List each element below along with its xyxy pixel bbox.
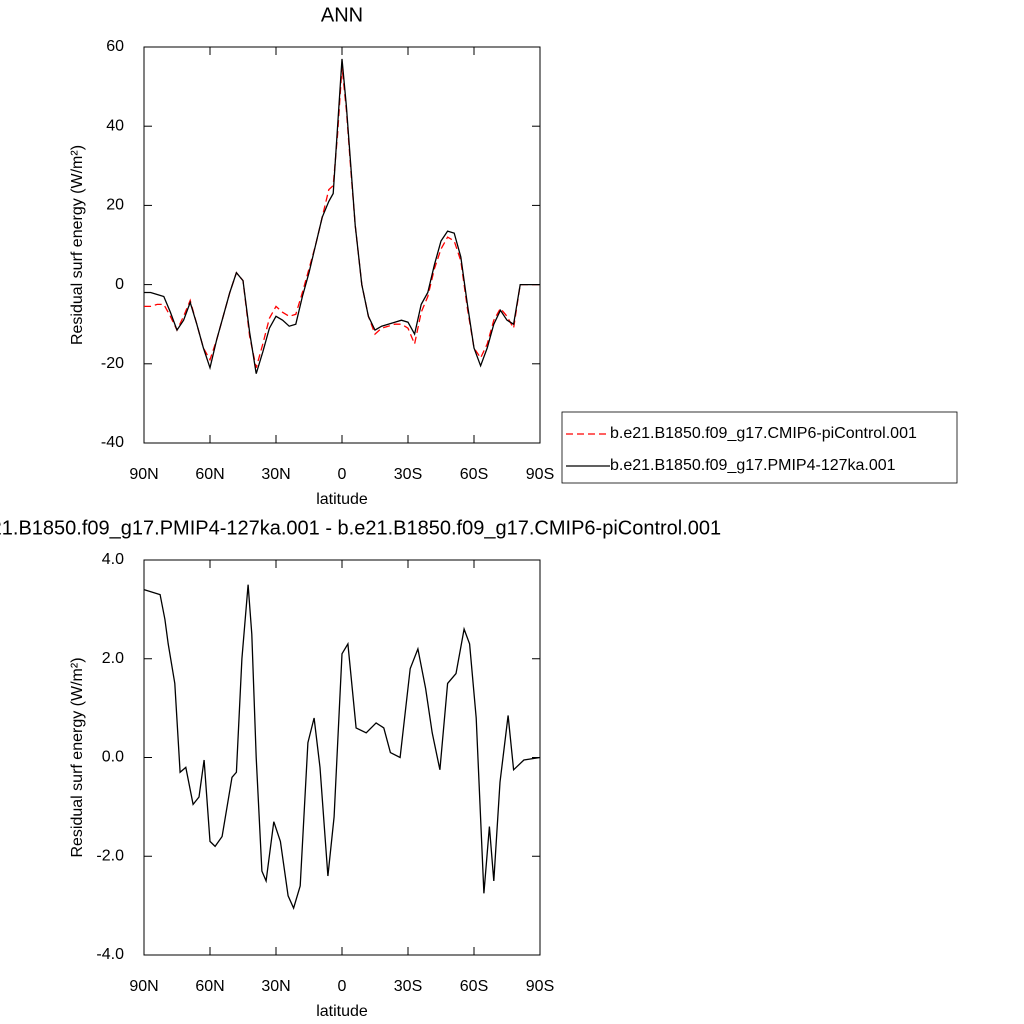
x-tick-label: 30N	[261, 978, 290, 995]
chart-title: b.e21.B1850.f09_g17.PMIP4-127ka.001 - b.…	[0, 517, 721, 539]
y-axis-label: Residual surf energy (W/m²)	[69, 145, 86, 345]
legend-box	[561, 411, 958, 484]
y-tick-label: 4.0	[102, 551, 124, 568]
x-tick-label: 30S	[394, 978, 422, 995]
x-tick-label: 0	[338, 978, 347, 995]
x-axis-label: latitude	[316, 1003, 368, 1020]
x-axis-label: latitude	[316, 491, 368, 508]
y-tick-label: -20	[101, 355, 124, 372]
x-tick-label: 0	[338, 466, 347, 483]
legend-label: b.e21.B1850.f09_g17.PMIP4-127ka.001	[610, 457, 896, 474]
x-tick-label: 60N	[195, 978, 224, 995]
y-tick-label: 60	[106, 38, 124, 55]
x-tick-label: 30N	[261, 466, 290, 483]
x-tick-label: 90N	[129, 466, 158, 483]
y-tick-label: 2.0	[102, 650, 124, 667]
x-tick-label: 90S	[526, 466, 554, 483]
x-tick-label: 30S	[394, 466, 422, 483]
y-tick-label: 0	[115, 276, 124, 293]
y-tick-label: 0.0	[102, 749, 124, 766]
y-tick-label: -40	[101, 434, 124, 451]
y-tick-label: 40	[106, 117, 124, 134]
y-tick-label: -4.0	[96, 946, 124, 963]
x-tick-label: 60N	[195, 466, 224, 483]
y-tick-label: 20	[106, 197, 124, 214]
plot-frame	[143, 559, 541, 956]
y-axis-label: Residual surf energy (W/m²)	[69, 657, 86, 857]
x-tick-label: 60S	[460, 978, 488, 995]
data-line	[143, 584, 541, 910]
legend-label: b.e21.B1850.f09_g17.CMIP6-piControl.001	[610, 425, 917, 442]
data-line	[144, 58, 540, 374]
chart-title: ANN	[321, 4, 363, 26]
plot-frame	[143, 46, 541, 444]
x-tick-label: 60S	[460, 466, 488, 483]
y-tick-label: -2.0	[96, 847, 124, 864]
x-tick-label: 90N	[129, 978, 158, 995]
x-tick-label: 90S	[526, 978, 554, 995]
data-line	[144, 66, 540, 368]
